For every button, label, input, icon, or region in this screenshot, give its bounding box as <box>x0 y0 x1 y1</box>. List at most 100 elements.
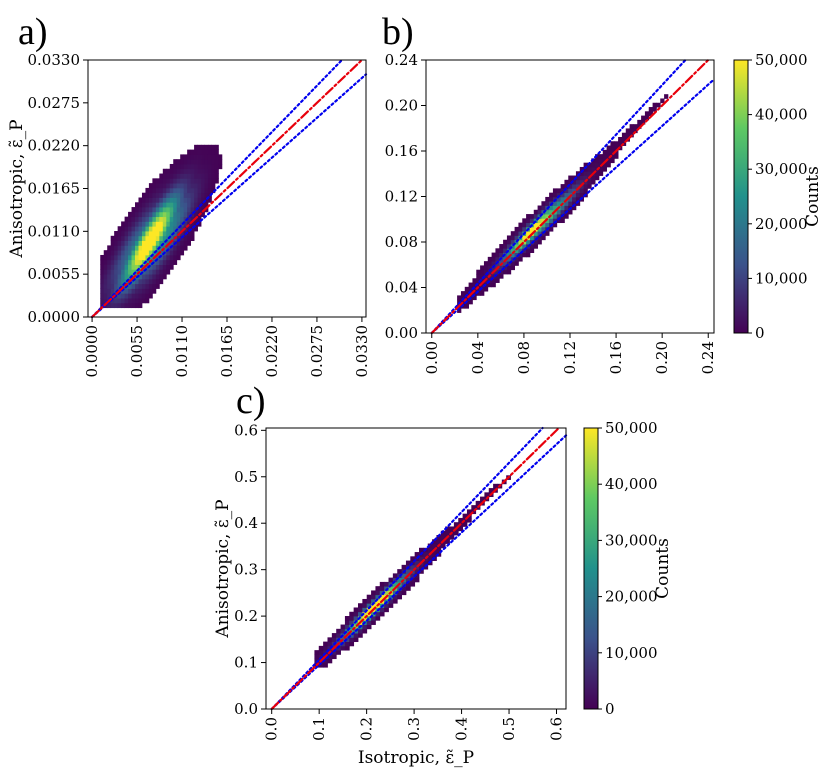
heatmap-cell <box>552 218 558 224</box>
heatmap-cell <box>552 205 558 211</box>
heatmap-cell <box>173 207 178 213</box>
heatmap-cell <box>529 244 535 249</box>
heatmap-cell <box>114 298 119 304</box>
heatmap-cell <box>145 250 150 256</box>
heatmap-cell <box>397 569 402 574</box>
heatmap-cell <box>537 231 542 236</box>
heatmap-cell <box>575 201 581 206</box>
y-tick-label: 0.0055 <box>28 265 81 283</box>
heatmap-cell <box>194 154 198 160</box>
heatmap-cell <box>541 201 546 206</box>
heatmap-cell <box>595 158 600 164</box>
heatmap-cell <box>197 159 202 165</box>
heatmap-cell <box>169 221 174 227</box>
heatmap-cell <box>194 197 198 203</box>
heatmap-cell <box>522 244 527 249</box>
heatmap-cell <box>362 607 368 613</box>
heatmap-cell <box>405 586 411 591</box>
heatmap-cell <box>572 175 577 181</box>
heatmap-cell <box>135 202 139 208</box>
heatmap-cell <box>166 264 171 270</box>
heatmap-cell <box>138 250 143 256</box>
heatmap-cell <box>124 221 129 227</box>
heatmap-cell <box>336 628 341 634</box>
heatmap-cell <box>556 188 561 194</box>
heatmap-cell <box>152 226 157 232</box>
heatmap-cell <box>641 119 646 125</box>
heatmap-cell <box>331 650 337 655</box>
heatmap-cell <box>141 298 146 304</box>
heatmap-cell <box>405 577 411 583</box>
heatmap-cell <box>124 259 129 265</box>
heatmap-cell <box>148 269 153 275</box>
heatmap-cell <box>591 166 596 172</box>
ticks-a: 0.0000 0.0055 0.0110 0.0165 0.0220 0.0275 0.03… <box>28 51 371 378</box>
x-axis-label-c: Isotropic, ε̃_P <box>358 748 474 768</box>
heatmap-cell <box>180 192 185 198</box>
heatmap-cell <box>484 492 490 498</box>
heatmap-cell <box>131 235 136 241</box>
heatmap-cell <box>155 216 160 222</box>
heatmap-cell <box>499 265 504 271</box>
heatmap-cell <box>560 192 565 198</box>
heatmap-cell <box>135 298 139 304</box>
heatmap-cell <box>440 530 446 536</box>
heatmap-cell <box>472 295 477 301</box>
heatmap-cell <box>173 211 178 218</box>
heatmap-cell <box>207 197 212 203</box>
heatmap-cell <box>166 178 171 184</box>
panel-c: c) 0.0 0.1 0.2 0.3 0.4 0.5 0.60.00.10.20.30.40… <box>213 380 673 768</box>
heatmap-cell <box>201 211 205 218</box>
heatmap-cell <box>556 209 561 215</box>
heatmap-cell <box>124 302 129 309</box>
heatmap-cell <box>180 202 185 208</box>
heatmap-cell <box>591 162 596 168</box>
heatmap-cell <box>598 171 604 176</box>
heatmap-cell <box>480 273 485 279</box>
heatmap-cell <box>583 162 588 168</box>
heatmap-cell <box>190 235 195 241</box>
heatmap-cell <box>510 235 515 241</box>
heatmap-cell <box>197 207 202 213</box>
heatmap-cell <box>353 611 359 617</box>
heatmap-cell <box>110 254 115 261</box>
x-tick-label: 0.5 <box>500 717 518 741</box>
heatmap-cell <box>358 633 363 638</box>
heatmap-cell <box>495 248 500 253</box>
heatmap-cell <box>362 611 368 617</box>
heatmap-cell <box>197 187 202 194</box>
heatmap-cell <box>173 245 178 251</box>
heatmap-cell <box>121 226 125 232</box>
heatmap-cell <box>135 240 139 246</box>
heatmap-cell <box>336 650 341 655</box>
heatmap-cell <box>495 256 500 262</box>
heatmap-cell <box>180 197 185 203</box>
y-tick-label: 0.00 <box>385 324 418 342</box>
heatmap-cell <box>180 178 185 184</box>
heatmap-cell <box>487 269 492 275</box>
heatmap-cell <box>145 231 150 237</box>
heatmap-cell <box>169 187 174 194</box>
heatmap-cell <box>128 231 132 237</box>
heatmap-cell <box>323 645 328 651</box>
heatmap-cell <box>194 173 198 179</box>
heatmap-cell <box>176 197 181 203</box>
heatmap-cell <box>564 192 569 198</box>
heatmap-cell <box>371 598 376 604</box>
heatmap-cell <box>552 214 558 219</box>
heatmap-cell <box>445 526 450 532</box>
heatmap-cell <box>572 184 577 189</box>
heatmap-cell <box>117 240 122 246</box>
heatmap-cell <box>526 239 531 245</box>
heatmap-cell <box>568 209 573 215</box>
heatmap-cell <box>522 222 527 228</box>
heatmap-cell <box>107 302 112 309</box>
heatmap-cell <box>190 197 195 203</box>
heatmap-cell <box>194 183 198 189</box>
heatmap-cell <box>610 154 615 159</box>
heatmap-cell <box>379 590 385 596</box>
heatmap-cell <box>506 265 512 271</box>
heatmap-cell <box>458 517 464 523</box>
heatmap-cell <box>190 173 195 179</box>
heatmap-cell <box>159 274 164 280</box>
